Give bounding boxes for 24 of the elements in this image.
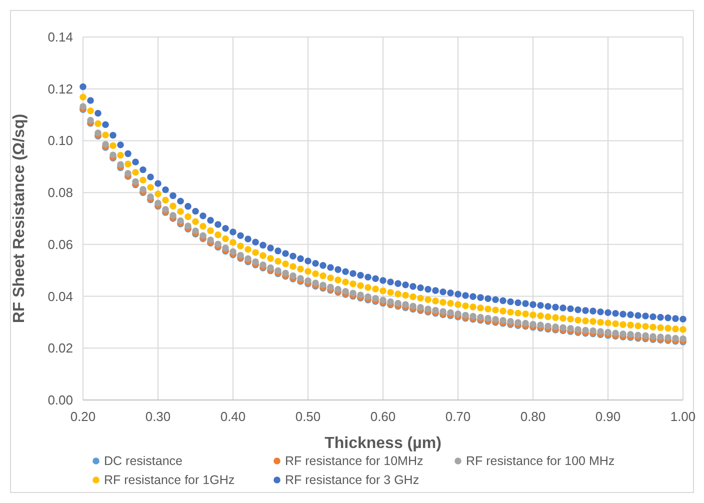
y-tick-label: 0.10 bbox=[48, 133, 73, 148]
legend-label: RF resistance for 10MHz bbox=[285, 454, 424, 468]
x-axis-title: Thickness (µm) bbox=[324, 435, 442, 452]
y-tick-label: 0.12 bbox=[48, 81, 73, 96]
legend-label: RF resistance for 1GHz bbox=[104, 473, 235, 487]
y-tick-label: 0.06 bbox=[48, 236, 73, 252]
x-tick-label: 0.50 bbox=[295, 409, 321, 424]
legend-label: RF resistance for 3 GHz bbox=[285, 473, 420, 487]
x-tick-label: 0.90 bbox=[595, 409, 621, 424]
y-tick-label: 0.02 bbox=[48, 340, 73, 356]
x-tick-label: 0.60 bbox=[370, 409, 396, 424]
y-tick-label: 0.04 bbox=[48, 288, 73, 304]
y-tick-label: 0.14 bbox=[48, 30, 73, 44]
x-tick-label: 1.00 bbox=[670, 409, 696, 424]
y-tick-label: 0.08 bbox=[48, 185, 73, 200]
x-tick-label: 0.70 bbox=[445, 409, 471, 424]
legend-label: DC resistance bbox=[104, 454, 183, 468]
y-axis-title: RF Sheet Resistance (Ω/sq) bbox=[11, 114, 28, 324]
legend-label: RF resistance for 100 MHz bbox=[466, 454, 615, 468]
x-tick-label: 0.30 bbox=[145, 409, 171, 424]
x-tick-label: 0.20 bbox=[70, 409, 96, 424]
y-tick-label: 0.00 bbox=[48, 392, 73, 408]
x-tick-label: 0.40 bbox=[220, 409, 246, 424]
x-tick-label: 0.80 bbox=[520, 409, 546, 424]
